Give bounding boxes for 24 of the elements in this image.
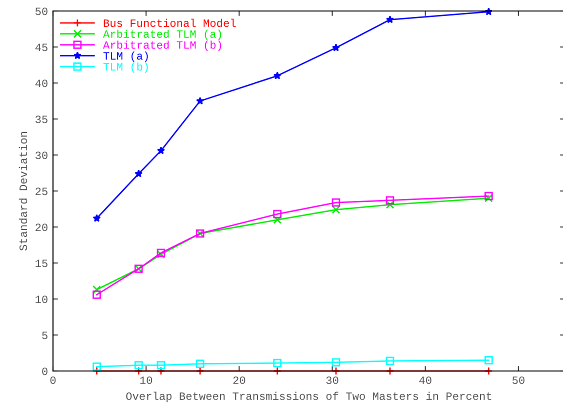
- y-tick-label: 50: [35, 8, 48, 16]
- y-tick-label: 35: [35, 116, 48, 124]
- y-tick-label: 10: [36, 296, 48, 304]
- y-tick-label: 25: [36, 188, 48, 196]
- x-tick-label: 0: [50, 376, 56, 384]
- y-tick-label: 40: [35, 80, 48, 88]
- x-tick-label: 50: [512, 376, 524, 384]
- legend-label: Arbitrated TLM (a): [103, 30, 222, 40]
- x-tick-label: 40: [419, 376, 432, 384]
- x-tick-label: 30: [326, 376, 338, 384]
- y-tick-label: 45: [35, 44, 48, 52]
- x-axis-title: Overlap Between Transmissions of Two Masters in Percent: [126, 392, 492, 402]
- x-tick-label: 20: [233, 376, 246, 384]
- y-tick-label: 20: [36, 224, 48, 232]
- y-tick-label: 15: [36, 260, 48, 268]
- legend-label: Bus Functional Model: [104, 18, 236, 27]
- y-axis-title: Standard Deviation: [18, 132, 28, 251]
- legend-label: Arbitrated TLM (b): [103, 40, 222, 51]
- x-tick-label: 10: [140, 376, 152, 384]
- legend-label: TLM (a): [103, 52, 148, 62]
- y-tick-label: 30: [35, 152, 48, 160]
- y-tick-label: 0: [42, 368, 48, 376]
- legend-label: TLM (b): [103, 62, 148, 73]
- y-tick-label: 5: [42, 332, 48, 340]
